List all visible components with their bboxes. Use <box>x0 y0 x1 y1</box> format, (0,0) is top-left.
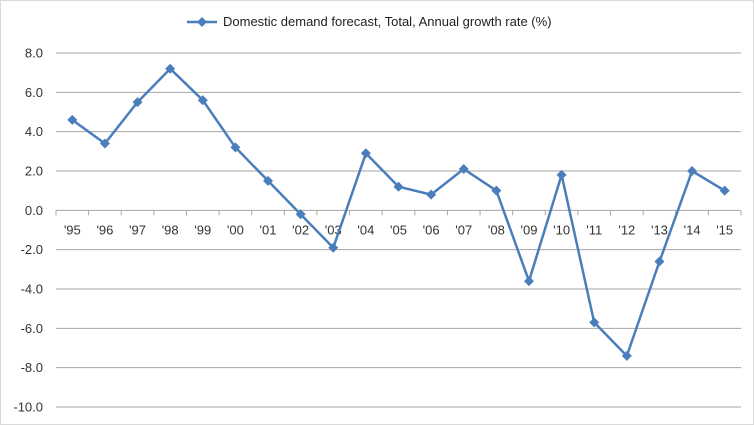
y-axis-tick-labels: 8.0 6.0 4.0 2.0 0.0 -2.0 -4.0 -6.0 -8.0 -10.0 <box>13 46 43 415</box>
data-point <box>132 97 143 108</box>
data-point <box>328 242 339 253</box>
data-point <box>360 148 371 159</box>
x-tick-label: '14 <box>684 222 701 237</box>
y-tick-label: -6.0 <box>21 321 43 336</box>
x-tick-label: '95 <box>64 222 81 237</box>
data-point <box>458 164 469 175</box>
data-point <box>589 317 600 328</box>
y-tick-label: 0.0 <box>25 203 43 218</box>
gridlines <box>56 52 741 408</box>
x-tick-label: '00 <box>227 222 244 237</box>
y-tick-label: -2.0 <box>21 242 43 257</box>
y-tick-label: 4.0 <box>25 124 43 139</box>
x-tick-label: '01 <box>260 222 277 237</box>
y-tick-label: -8.0 <box>21 360 43 375</box>
x-tick-label: '15 <box>716 222 733 237</box>
data-point <box>165 63 176 74</box>
x-tick-label: '07 <box>455 222 472 237</box>
legend: Domestic demand forecast, Total, Annual … <box>187 14 552 29</box>
x-tick-label: '05 <box>390 222 407 237</box>
data-point <box>197 95 208 106</box>
data-point <box>523 276 534 287</box>
x-tick-label: '09 <box>520 222 537 237</box>
x-tick-label: '02 <box>292 222 309 237</box>
data-point <box>556 169 567 180</box>
y-tick-label: -10.0 <box>13 400 43 415</box>
data-point <box>687 166 698 176</box>
y-tick-label: 6.0 <box>25 85 43 100</box>
x-tick-label: '99 <box>194 222 211 237</box>
x-axis-tick-labels: '95'96'97'98'99'00'01'02'03'04'05'06'07 '… <box>55 210 742 237</box>
y-tick-label: 2.0 <box>25 164 43 179</box>
data-point <box>426 189 437 200</box>
legend-diamond-marker <box>197 17 207 27</box>
x-tick-label: '12 <box>618 222 635 237</box>
data-point <box>719 185 730 196</box>
y-tick-label: -4.0 <box>21 282 43 297</box>
data-point <box>295 209 306 220</box>
data-point <box>99 138 110 149</box>
x-tick-label: '97 <box>129 222 146 237</box>
y-tick-label: 8.0 <box>25 46 43 61</box>
series-group <box>67 63 730 361</box>
x-tick-label: '11 <box>586 222 602 237</box>
data-point <box>393 181 404 192</box>
x-tick-label: '98 <box>162 222 179 237</box>
data-point <box>654 256 665 267</box>
data-point <box>230 142 241 153</box>
x-tick-label: '10 <box>553 222 570 237</box>
x-tick-label: '06 <box>423 222 440 237</box>
x-tick-label: '13 <box>651 222 668 237</box>
data-point <box>621 350 632 361</box>
data-point <box>263 175 274 186</box>
x-tick-label: '04 <box>357 222 374 237</box>
x-tick-label: '96 <box>96 222 113 237</box>
legend-label: Domestic demand forecast, Total, Annual … <box>223 14 552 29</box>
x-tick-label: '08 <box>488 222 505 237</box>
data-point <box>67 114 78 125</box>
data-point <box>491 185 502 196</box>
series-line <box>71 67 726 358</box>
